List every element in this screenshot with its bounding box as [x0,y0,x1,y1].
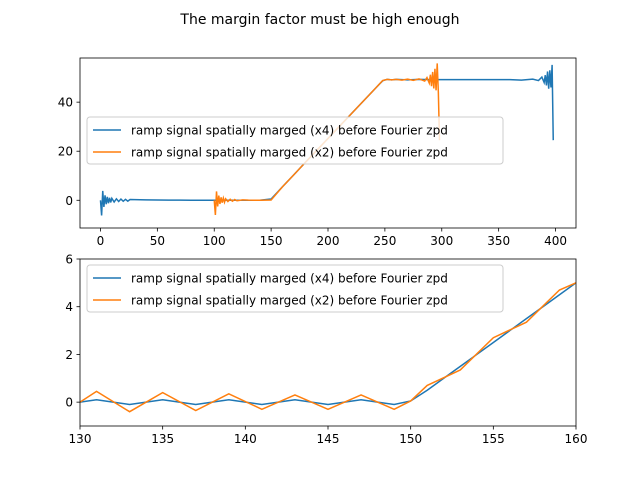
x-tick-label: 155 [482,432,505,446]
x-tick-label: 150 [260,234,283,248]
series-line-2 [80,282,576,413]
legend-box [86,264,504,313]
y-tick-label: 40 [58,96,73,110]
legend: ramp signal spatially marged (x4) before… [86,264,504,313]
x-tick-label: 135 [151,432,174,446]
x-tick-label: 150 [399,432,422,446]
x-tick-label: 100 [203,234,226,248]
y-tick-label: 2 [65,348,73,362]
y-tick-label: 6 [65,253,73,267]
legend-label: ramp signal spatially marged (x2) before… [131,294,448,308]
y-tick-label: 20 [58,145,73,159]
legend-label: ramp signal spatially marged (x4) before… [131,124,448,138]
x-tick-label: 50 [150,234,165,248]
legend-box [86,116,504,165]
x-tick-label: 250 [373,234,396,248]
y-tick-label: 0 [65,396,73,410]
top-axes: 0 50 100 150 200 250 300 350 400 0 20 40 ramp signal… [58,57,577,248]
x-tick-label: 0 [97,234,105,248]
figure-suptitle: The margin factor must be high enough [179,12,459,28]
x-tick-label: 140 [234,432,257,446]
x-tick-label: 350 [487,234,510,248]
y-tick-label: 4 [65,300,73,314]
y-tick-label: 0 [65,194,73,208]
x-tick-label: 300 [430,234,453,248]
x-tick-label: 130 [69,432,92,446]
series-line-1 [80,282,576,406]
x-tick-label: 145 [317,432,340,446]
x-tick-label: 200 [317,234,340,248]
legend-label: ramp signal spatially marged (x2) before… [131,146,448,160]
bottom-axes: 130 135 140 145 150 155 160 0 2 4 6 ramp signal spa… [65,253,587,447]
legend: ramp signal spatially marged (x4) before… [86,116,504,165]
legend-label: ramp signal spatially marged (x4) before… [131,272,448,286]
x-tick-label: 400 [544,234,567,248]
x-tick-label: 160 [565,432,588,446]
